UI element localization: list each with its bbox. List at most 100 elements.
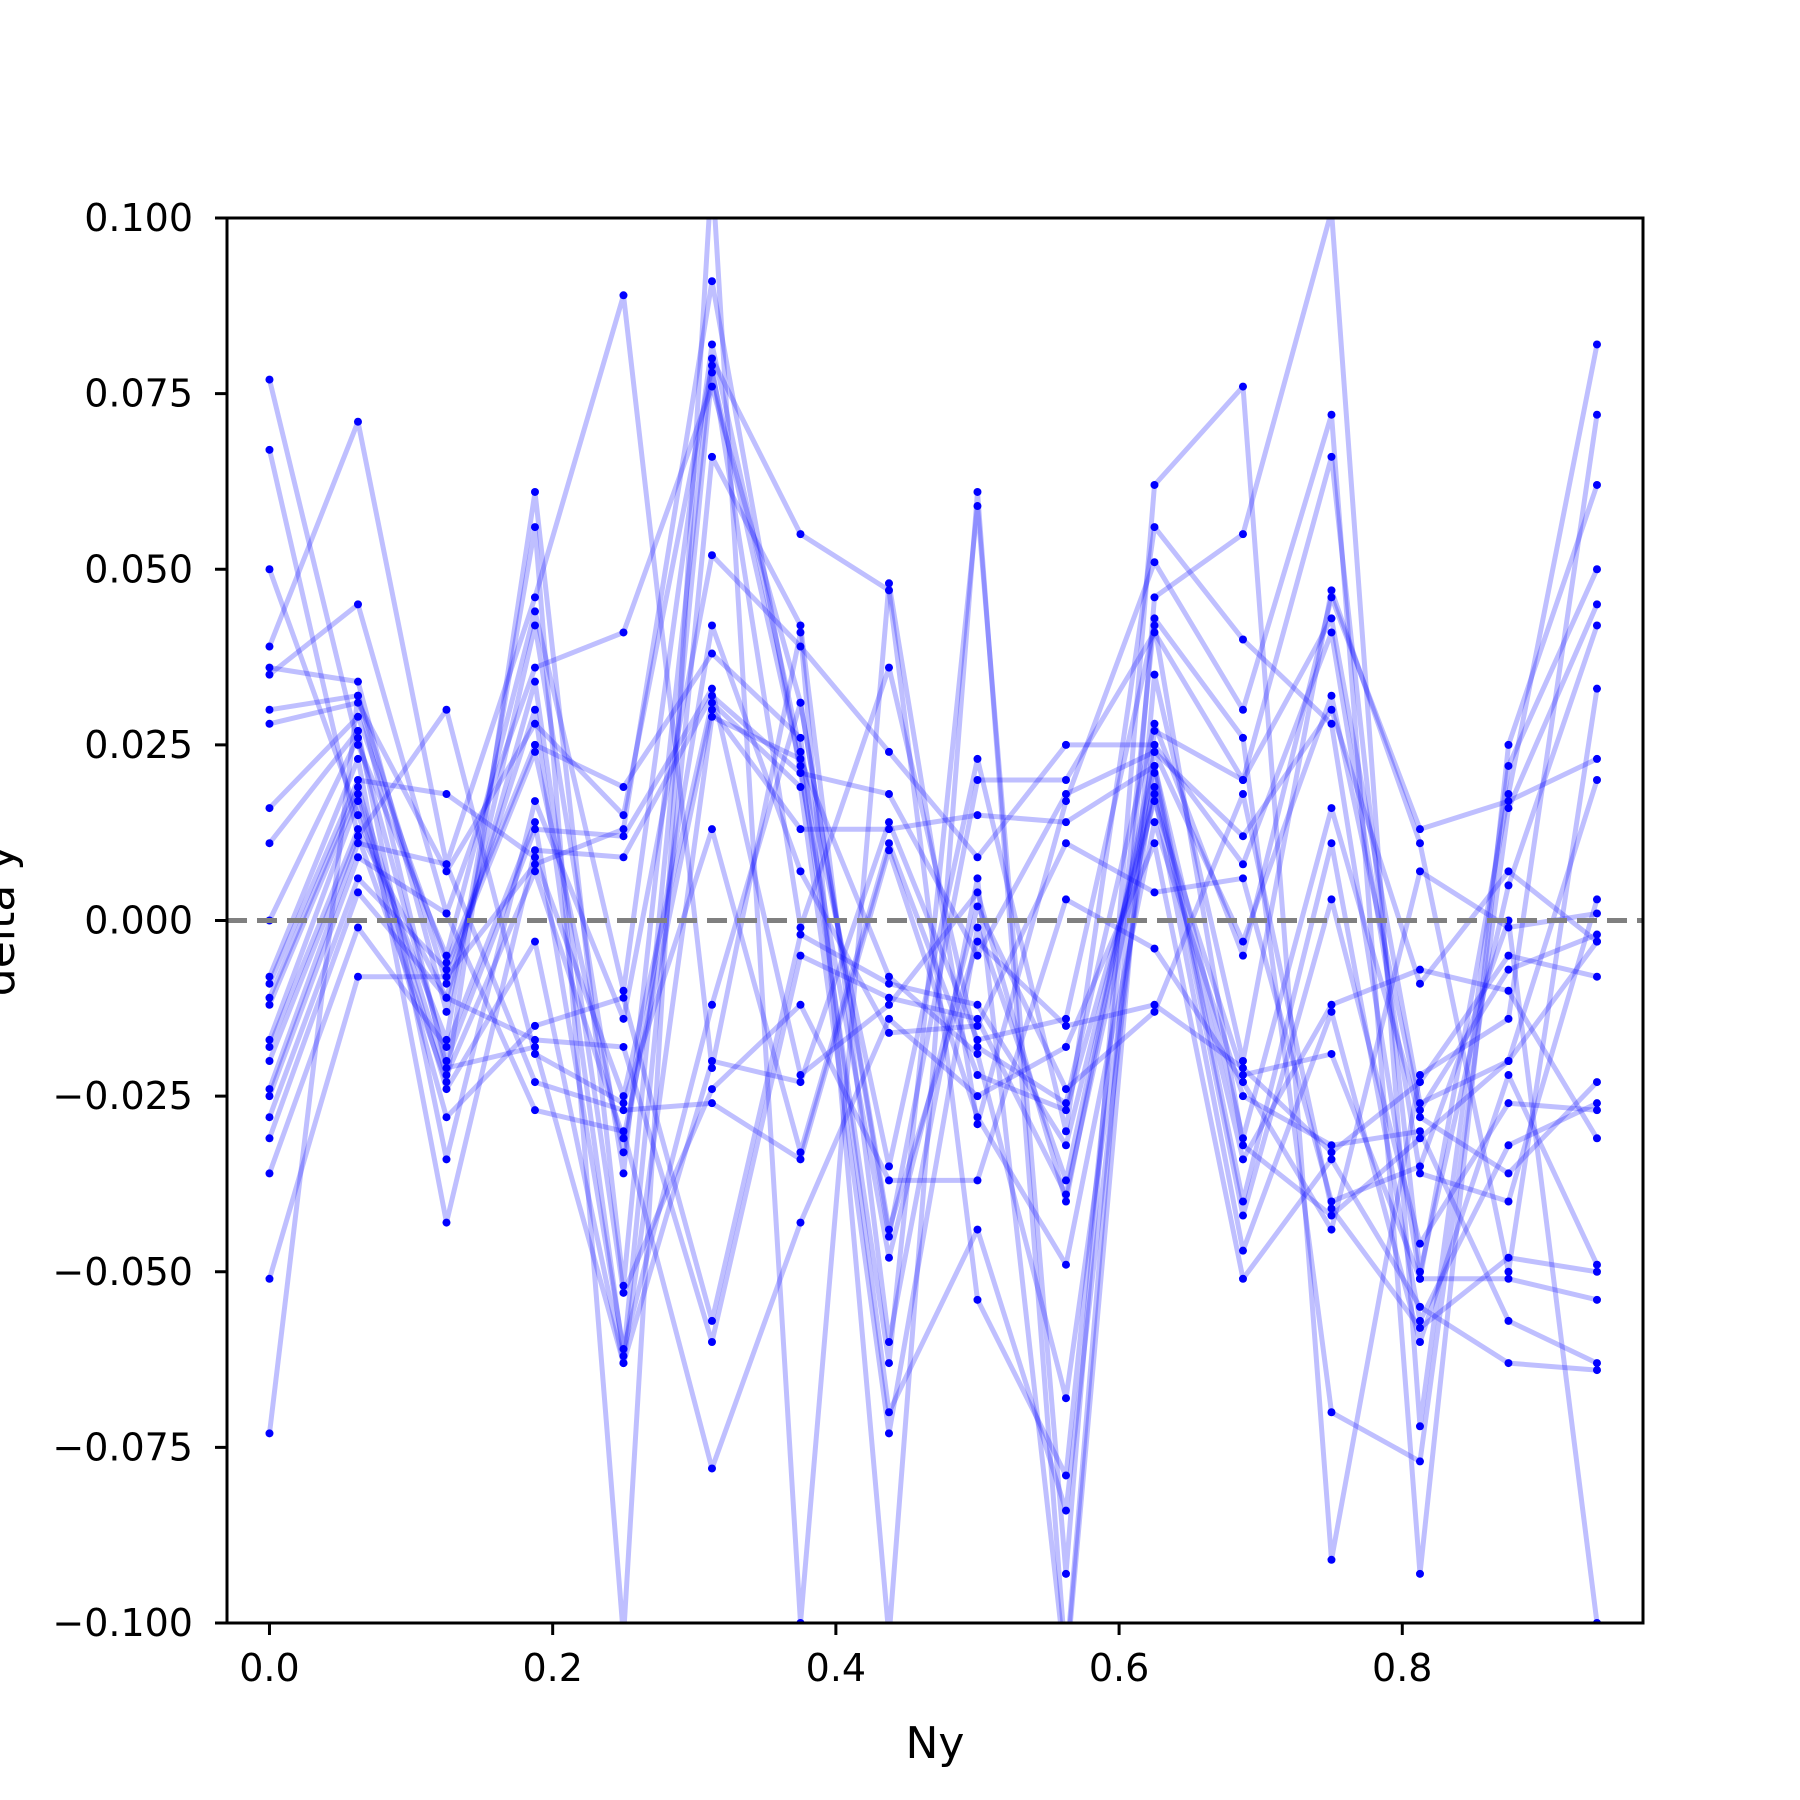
series-line-14 bbox=[267, 707, 1599, 1324]
series-line-5 bbox=[269, 356, 1600, 1478]
data-point bbox=[1592, 909, 1601, 918]
data-point bbox=[884, 1028, 893, 1037]
data-point bbox=[619, 1134, 628, 1143]
data-point bbox=[353, 740, 362, 749]
data-point bbox=[796, 1155, 805, 1164]
data-point bbox=[973, 502, 982, 511]
data-point bbox=[1592, 1295, 1601, 1304]
data-point bbox=[619, 853, 628, 862]
data-point bbox=[884, 579, 893, 588]
data-point bbox=[1415, 1162, 1424, 1171]
data-point bbox=[1415, 1274, 1424, 1283]
data-point bbox=[1504, 1071, 1513, 1080]
data-point bbox=[707, 649, 716, 658]
data-point bbox=[1415, 1169, 1424, 1178]
data-point bbox=[1592, 776, 1601, 784]
data-point bbox=[1504, 965, 1513, 974]
data-point bbox=[1504, 1141, 1513, 1150]
data-point bbox=[1504, 1316, 1513, 1325]
data-point bbox=[1415, 979, 1424, 988]
data-point bbox=[796, 930, 805, 939]
series-line-4 bbox=[267, 218, 1600, 1623]
data-point bbox=[619, 1281, 628, 1290]
data-point bbox=[353, 853, 362, 862]
data-point bbox=[1415, 1071, 1424, 1080]
data-point bbox=[973, 776, 982, 784]
data-point bbox=[353, 790, 362, 799]
data-point bbox=[1238, 382, 1247, 391]
data-point bbox=[1415, 1422, 1424, 1431]
data-point bbox=[1150, 670, 1159, 679]
data-point bbox=[973, 888, 982, 897]
data-point bbox=[973, 1092, 982, 1101]
data-point bbox=[1592, 1267, 1601, 1276]
data-point bbox=[442, 1057, 451, 1065]
data-point bbox=[1415, 1457, 1424, 1466]
data-point bbox=[884, 1225, 893, 1234]
data-point bbox=[1061, 1106, 1070, 1115]
data-point bbox=[1327, 1211, 1336, 1220]
data-point bbox=[707, 361, 716, 370]
data-point bbox=[1327, 1007, 1336, 1016]
data-point bbox=[1238, 1071, 1247, 1080]
data-point bbox=[442, 860, 451, 869]
data-point bbox=[530, 1035, 539, 1044]
data-point bbox=[442, 993, 451, 1002]
data-point bbox=[1415, 867, 1424, 876]
data-point bbox=[530, 747, 539, 756]
data-point bbox=[530, 621, 539, 630]
data-point bbox=[707, 340, 716, 349]
data-point bbox=[530, 825, 539, 834]
data-point bbox=[619, 1014, 628, 1023]
data-point bbox=[1327, 1148, 1336, 1157]
series-line-7 bbox=[269, 454, 1600, 1623]
data-point bbox=[707, 354, 716, 363]
data-point bbox=[265, 445, 274, 454]
data-point bbox=[1327, 410, 1336, 419]
data-point bbox=[442, 1078, 451, 1087]
data-point bbox=[1061, 1197, 1070, 1206]
data-point bbox=[707, 277, 716, 286]
data-point bbox=[1415, 1113, 1424, 1122]
data-point bbox=[884, 1162, 893, 1171]
data-point bbox=[796, 1148, 805, 1157]
series-line-10 bbox=[267, 552, 1600, 1204]
data-point bbox=[265, 642, 274, 651]
data-point bbox=[707, 684, 716, 693]
data-point bbox=[1150, 790, 1159, 799]
data-point bbox=[265, 1057, 274, 1065]
data-point bbox=[1592, 937, 1601, 946]
data-point bbox=[619, 1099, 628, 1108]
series-line-15 bbox=[267, 714, 1598, 1401]
data-point bbox=[1061, 818, 1070, 827]
data-point bbox=[1327, 586, 1336, 595]
data-point bbox=[1150, 1000, 1159, 1009]
data-point bbox=[884, 747, 893, 756]
data-point bbox=[619, 1352, 628, 1361]
data-point bbox=[530, 523, 539, 532]
data-point bbox=[973, 874, 982, 883]
data-point bbox=[1150, 523, 1159, 532]
data-point bbox=[1238, 937, 1247, 946]
data-point bbox=[530, 1106, 539, 1115]
data-point bbox=[1061, 1099, 1070, 1108]
data-point bbox=[442, 979, 451, 988]
data-point bbox=[884, 1359, 893, 1368]
data-point bbox=[1327, 691, 1336, 700]
data-point bbox=[442, 790, 451, 799]
data-point bbox=[707, 1000, 716, 1009]
data-point bbox=[884, 818, 893, 827]
series-line-17 bbox=[267, 791, 1600, 1345]
data-point bbox=[1238, 1246, 1247, 1255]
data-point bbox=[707, 1064, 716, 1073]
data-point bbox=[796, 698, 805, 707]
data-point bbox=[1504, 951, 1513, 960]
data-point bbox=[1592, 930, 1601, 939]
data-point bbox=[1061, 740, 1070, 749]
data-point bbox=[1238, 1064, 1247, 1073]
data-point bbox=[442, 951, 451, 960]
data-point bbox=[1504, 1253, 1513, 1262]
y-tick-label: −0.025 bbox=[52, 1074, 193, 1118]
data-point bbox=[1504, 1169, 1513, 1178]
data-point bbox=[1327, 1555, 1336, 1564]
